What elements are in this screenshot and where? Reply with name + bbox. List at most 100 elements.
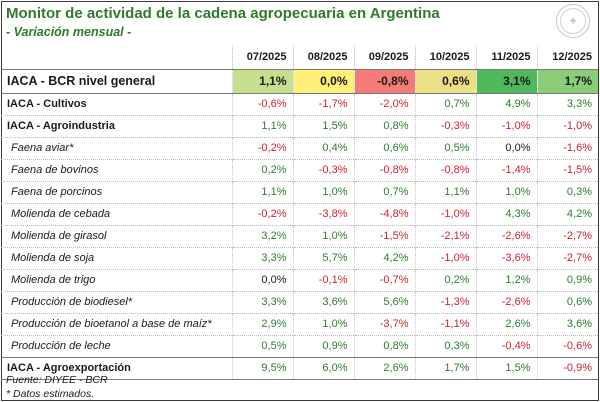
activity-table: 07/2025 08/2025 09/2025 10/2025 11/2025 …: [1, 46, 598, 380]
table-cell: 1,0%: [475, 181, 537, 203]
table-cell: -3,7%: [353, 313, 415, 335]
table-cell: 0,5%: [414, 137, 476, 159]
table-cell: -1,3%: [414, 291, 476, 313]
table-cell: -1,0%: [414, 247, 476, 269]
row-label: IACA - BCR nivel general: [1, 69, 232, 94]
table-cell: 0,9%: [536, 269, 598, 291]
table-row: Faena de bovinos 0,2% -0,3% -0,8% -0,8% -1,4%…: [1, 159, 598, 181]
table-row: Producción de bioetanol a base de maíz* 2…: [1, 313, 598, 335]
row-label: Producción de leche: [11, 340, 111, 352]
table-row: IACA - Agroexportación 9,5% 6,0% 2,6% 1,7% 1,…: [1, 357, 598, 379]
table-cell: -1,6%: [536, 137, 598, 159]
table-cell: 4,2%: [353, 247, 415, 269]
table-cell: 0,7%: [353, 181, 415, 203]
table-cell: -1,7%: [292, 93, 354, 115]
table-cell: -1,0%: [536, 115, 598, 137]
table-cell: 0,4%: [292, 137, 354, 159]
row-label: Molienda de cebada: [11, 208, 111, 220]
table-cell: -0,1%: [292, 269, 354, 291]
estimated-footnote: * Datos estimados.: [6, 388, 95, 400]
table-cell: -0,2%: [231, 137, 293, 159]
table-cell: -0,8%: [353, 69, 415, 94]
table-cell: -1,1%: [414, 313, 476, 335]
report-title: Monitor de actividad de la cadena agrope…: [6, 5, 440, 22]
table-cell: -0,3%: [414, 115, 476, 137]
table-cell: 0,9%: [292, 335, 354, 357]
table-cell: -2,7%: [536, 247, 598, 269]
table-header-row: 07/2025 08/2025 09/2025 10/2025 11/2025 …: [1, 46, 598, 70]
column-header: 12/2025: [536, 46, 598, 70]
general-index-row: IACA - BCR nivel general 1,1% 0,0% -0,8%…: [1, 69, 598, 94]
table-cell: 3,2%: [231, 225, 293, 247]
table-cell: 0,3%: [536, 181, 598, 203]
table-cell: 1,0%: [292, 181, 354, 203]
column-header: 11/2025: [475, 46, 537, 70]
table-cell: 0,6%: [353, 137, 415, 159]
header-blank-cell: [1, 46, 232, 70]
table-row: Producción de leche 0,5% 0,9% 0,8% 0,3% -0,4%…: [1, 335, 598, 357]
table-cell: 1,5%: [292, 115, 354, 137]
table-cell: -2,6%: [475, 225, 537, 247]
row-label: Producción de bioetanol a base de maíz*: [11, 318, 212, 330]
table-cell: -0,8%: [353, 159, 415, 181]
table-cell: 0,3%: [414, 335, 476, 357]
table-cell: 0,2%: [231, 159, 293, 181]
table-cell: 6,0%: [292, 357, 354, 379]
table-cell: -3,6%: [475, 247, 537, 269]
table-row: Molienda de cebada -0,2% -3,8% -4,8% -1,0% 4,…: [1, 203, 598, 225]
table-cell: 3,6%: [292, 291, 354, 313]
row-label: Faena aviar*: [11, 142, 74, 154]
table-cell: 1,1%: [231, 69, 293, 94]
table-cell: -0,4%: [475, 335, 537, 357]
table-cell: -1,5%: [353, 225, 415, 247]
table-cell: -1,4%: [475, 159, 537, 181]
table-cell: 1,0%: [292, 313, 354, 335]
table-cell: 4,3%: [475, 203, 537, 225]
table-cell: 2,9%: [231, 313, 293, 335]
table-cell: 0,0%: [231, 269, 293, 291]
table-cell: -0,3%: [292, 159, 354, 181]
column-header: 10/2025: [414, 46, 476, 70]
table-cell: 1,0%: [292, 225, 354, 247]
table-cell: 0,6%: [536, 291, 598, 313]
table-cell: 1,1%: [414, 181, 476, 203]
row-label: Producción de biodiesel*: [11, 296, 133, 308]
table-row: Producción de biodiesel* 3,3% 3,6% 5,6% -1,3…: [1, 291, 598, 313]
table-cell: -2,6%: [475, 291, 537, 313]
row-label: Molienda de soja: [11, 252, 95, 264]
table-cell: 3,3%: [231, 291, 293, 313]
table-row: Molienda de girasol 3,2% 1,0% -1,5% -2,1% -2,…: [1, 225, 598, 247]
table-cell: 0,8%: [353, 335, 415, 357]
row-label: Molienda de trigo: [11, 274, 96, 286]
table-cell: 0,6%: [414, 69, 476, 94]
column-header: 07/2025: [231, 46, 293, 70]
table-cell: 0,0%: [475, 137, 537, 159]
table-cell: 1,1%: [231, 115, 293, 137]
table-cell: 0,7%: [414, 93, 476, 115]
table-cell: -2,0%: [353, 93, 415, 115]
table-cell: -0,6%: [231, 93, 293, 115]
table-cell: 9,5%: [231, 357, 293, 379]
table-cell: 1,7%: [414, 357, 476, 379]
table-cell: -4,8%: [353, 203, 415, 225]
table-row: Faena aviar* -0,2% 0,4% 0,6% 0,5% 0,0% -1,6%: [1, 137, 598, 159]
table-row: IACA - Agroindustria 1,1% 1,5% 0,8% -0,3% -1,…: [1, 115, 598, 137]
table-cell: -1,0%: [475, 115, 537, 137]
table-cell: 0,5%: [231, 335, 293, 357]
table-row: Molienda de soja 3,3% 5,7% 4,2% -1,0% -3,6% -2…: [1, 247, 598, 269]
row-label: IACA - Cultivos: [7, 98, 87, 110]
report-subtitle: - Variación mensual -: [6, 25, 132, 39]
table-cell: -2,7%: [536, 225, 598, 247]
table-cell: 2,6%: [475, 313, 537, 335]
table-cell: -0,9%: [536, 357, 598, 379]
table-cell: 3,3%: [231, 247, 293, 269]
table-cell: 1,5%: [475, 357, 537, 379]
table-cell: 0,0%: [292, 69, 354, 94]
table-cell: 0,2%: [414, 269, 476, 291]
table-cell: -3,8%: [292, 203, 354, 225]
table-cell: -0,2%: [231, 203, 293, 225]
table-row: IACA - Cultivos -0,6% -1,7% -2,0% 0,7% 4,9% 3,…: [1, 93, 598, 115]
table-cell: 3,3%: [536, 93, 598, 115]
table-cell: 4,2%: [536, 203, 598, 225]
